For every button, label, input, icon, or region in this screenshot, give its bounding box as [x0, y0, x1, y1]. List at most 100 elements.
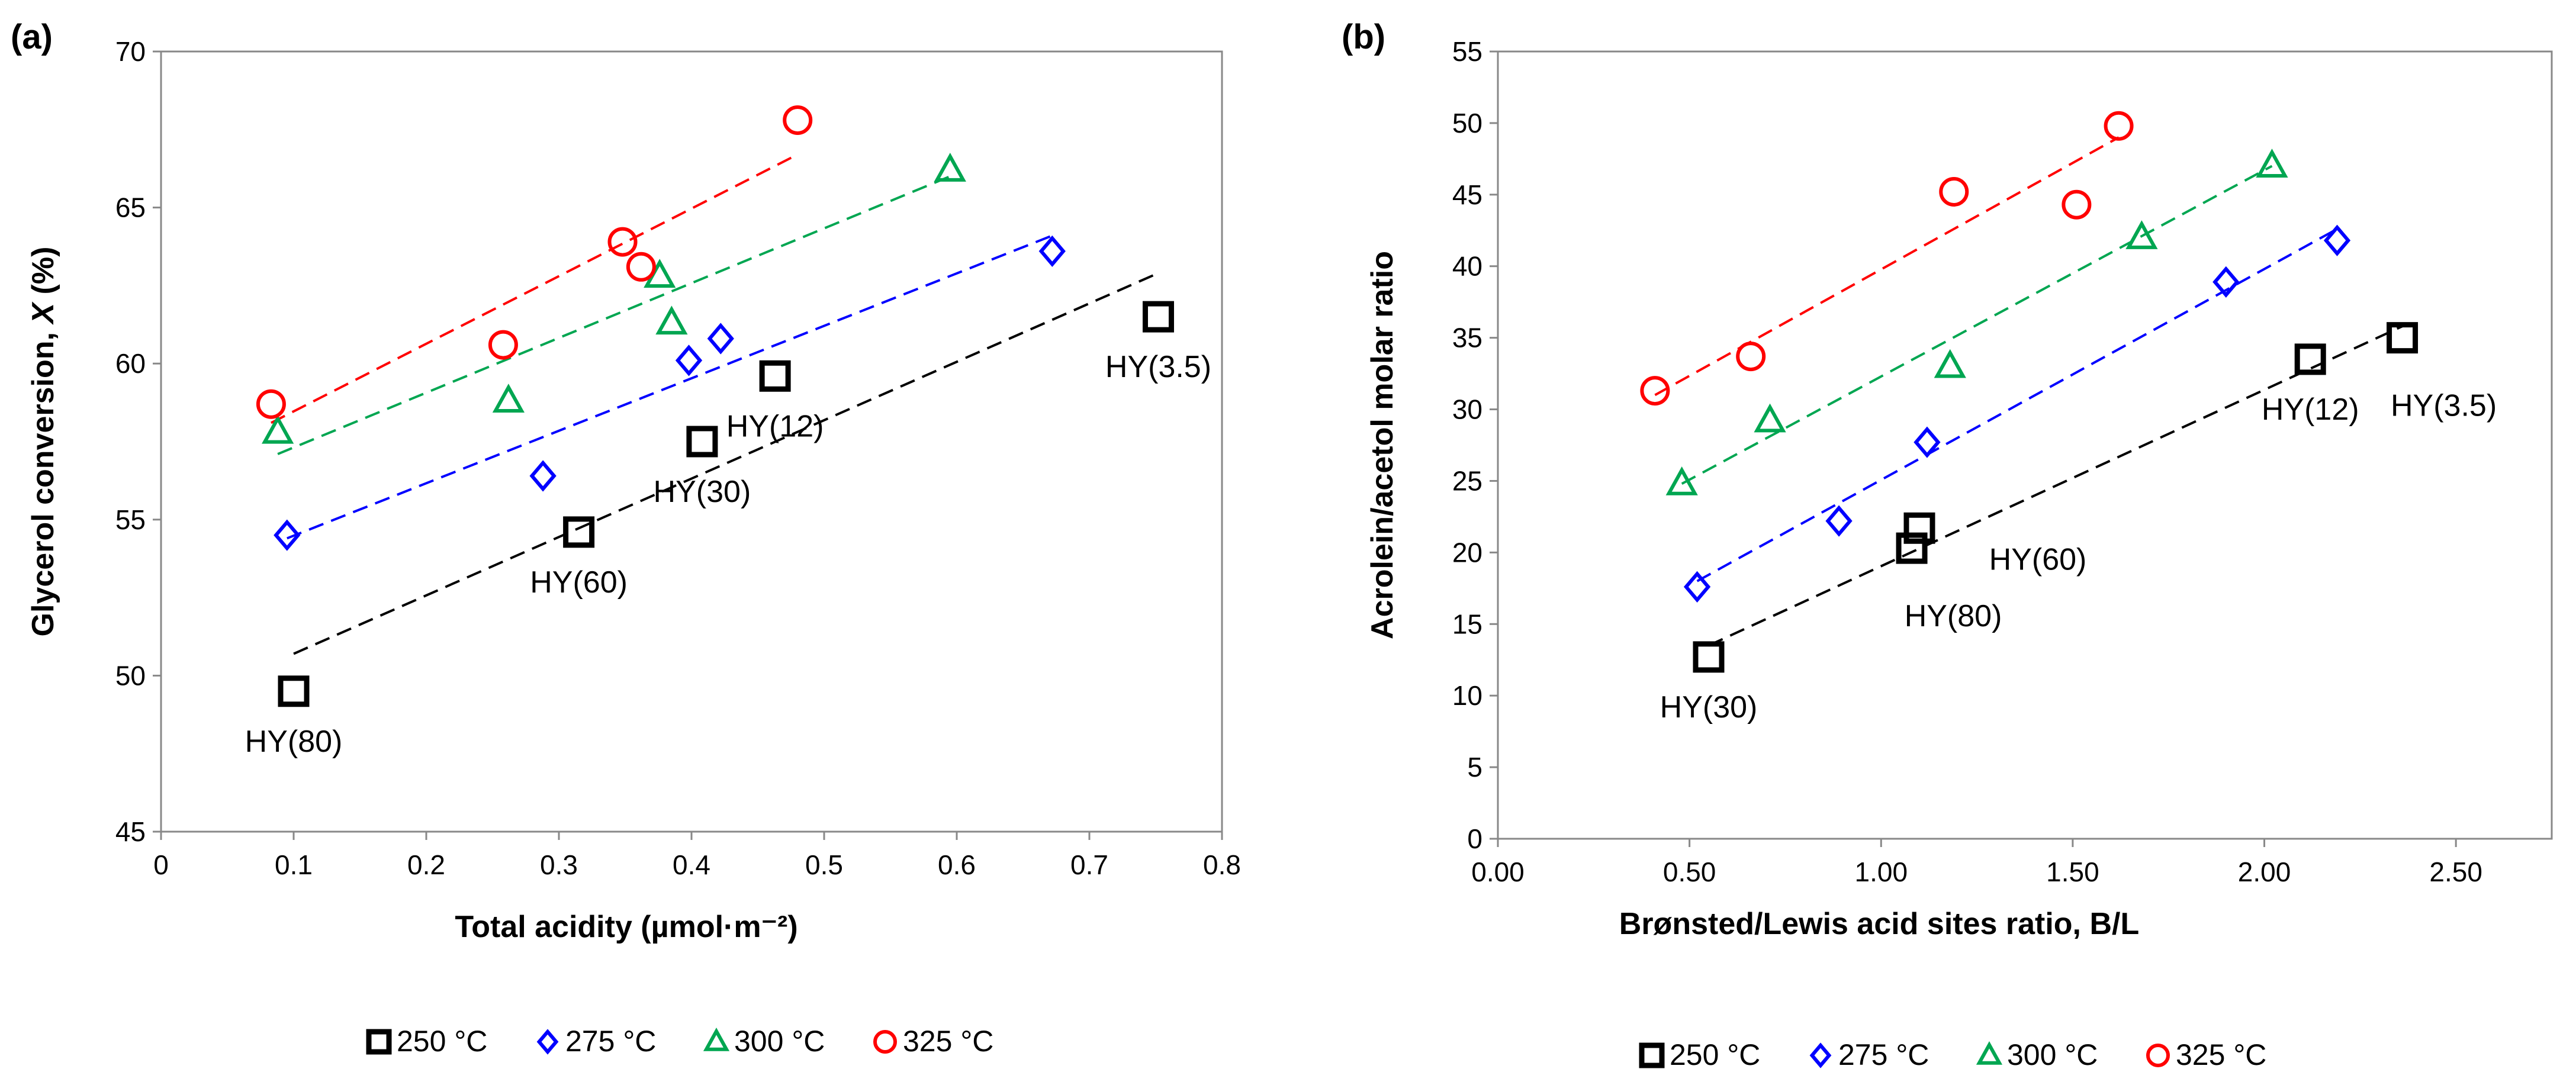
panel-a-y-axis-label-post: (%): [26, 247, 60, 303]
fit-line-300C: [1681, 165, 2273, 485]
data-point-300C: [2256, 149, 2288, 178]
data-point-300C: [934, 153, 966, 182]
data-point-325C: [607, 227, 638, 257]
fit-line-250C: [293, 272, 1159, 655]
panel-b-annotations: HY(30) HY(80) HY(60) HY(12) HY(3.5): [1660, 389, 2497, 725]
y-tick-label: 20: [1452, 537, 1482, 568]
x-tick-label: 0.5: [805, 849, 843, 880]
data-point-275C: [1038, 235, 1066, 268]
annotation-label: HY(60): [1989, 542, 2087, 577]
data-point-250C: [278, 675, 310, 707]
y-tick-label: 65: [115, 192, 146, 223]
legend-marker-250C: [1639, 1042, 1665, 1068]
panel-b-y-ticks: 0 5 10 15 20 25 30 35 40 45 50 55: [1452, 36, 1498, 854]
data-point-250C: [759, 360, 791, 392]
y-tick-label: 30: [1452, 394, 1482, 425]
legend-marker-275C: [536, 1029, 559, 1055]
annotation-label: HY(12): [726, 409, 824, 443]
data-point-325C: [1640, 376, 1670, 406]
data-point-250C: [1693, 641, 1725, 673]
x-tick-label: 0.6: [938, 849, 976, 880]
data-point-300C: [655, 305, 688, 335]
panel-b-fit-lines: [1654, 136, 2403, 647]
panel-a-y-axis-label-pre: Glycerol conversion,: [26, 324, 60, 637]
y-tick-label: 50: [1452, 108, 1482, 139]
y-tick-label: 0: [1467, 823, 1482, 854]
panel-a-y-ticks: 45 50 55 60 65 70: [115, 36, 161, 847]
x-tick-label: 0.7: [1070, 849, 1108, 880]
data-point-275C: [274, 519, 301, 551]
legend-marker-325C: [2146, 1044, 2170, 1067]
fit-line-325C: [271, 153, 799, 424]
data-point-300C: [2125, 220, 2158, 249]
panel-b-x-axis-label: Brønsted/Lewis acid sites ratio, B/L: [1619, 907, 2139, 941]
annotation-label: HY(3.5): [1105, 350, 1211, 384]
annotation-label: HY(30): [654, 475, 751, 509]
data-point-275C: [707, 323, 734, 355]
annotation-label: HY(3.5): [2391, 389, 2497, 423]
legend-label: 325 °C: [2176, 1038, 2266, 1071]
legend-label: 275 °C: [565, 1025, 656, 1058]
data-point-250C: [686, 426, 718, 458]
fit-line-275C: [287, 234, 1053, 540]
data-point-275C: [2323, 224, 2351, 256]
y-tick-label: 60: [115, 348, 146, 379]
data-point-250C: [563, 516, 595, 548]
legend-label: 300 °C: [734, 1025, 825, 1058]
panel-b-plot-frame: [1497, 50, 2553, 840]
panel-a-legend: 250 °C 275 °C 300 °C 325 °C: [366, 1025, 993, 1058]
legend-label: 300 °C: [2007, 1038, 2098, 1071]
annotation-label: HY(12): [2262, 392, 2359, 427]
data-point-325C: [626, 252, 656, 282]
legend-label: 275 °C: [1838, 1038, 1929, 1071]
panel-b-y-axis-label: Acrolein/acetol molar ratio: [1365, 251, 1400, 639]
y-tick-label: 70: [115, 36, 146, 67]
panel-b-x-ticks: 0.00 0.50 1.00 1.50 2.00 2.50: [1471, 839, 2482, 887]
data-point-325C: [1939, 176, 1969, 207]
y-tick-label: 35: [1452, 323, 1482, 353]
panel-a-label: (a): [11, 18, 53, 56]
x-tick-label: 2.50: [2429, 857, 2482, 887]
data-point-325C: [1736, 342, 1766, 372]
data-point-250C: [2294, 343, 2326, 375]
legend-label: 325 °C: [903, 1025, 993, 1058]
fit-line-250C: [1708, 325, 2403, 647]
data-point-275C: [2212, 266, 2240, 298]
y-tick-label: 5: [1467, 752, 1482, 783]
panel-a-annotations: HY(80) HY(60) HY(30) HY(12) HY(3.5): [245, 350, 1211, 759]
x-tick-label: 1.50: [2046, 857, 2099, 887]
panel-a-markers: [256, 105, 1174, 707]
x-tick-label: 2.00: [2238, 857, 2291, 887]
data-point-275C: [1913, 426, 1941, 458]
x-tick-label: 0: [153, 849, 169, 880]
legend-marker-325C: [873, 1030, 897, 1054]
data-point-325C: [2062, 189, 2092, 220]
data-point-300C: [1754, 403, 1786, 433]
data-point-300C: [1934, 349, 1966, 378]
data-point-275C: [1683, 571, 1711, 603]
data-point-275C: [529, 460, 557, 492]
x-tick-label: 1.00: [1855, 857, 1908, 887]
x-tick-label: 0.1: [275, 849, 313, 880]
x-tick-label: 0.4: [673, 849, 710, 880]
x-tick-label: 0.00: [1471, 857, 1525, 887]
x-tick-label: 0.3: [540, 849, 578, 880]
y-tick-label: 10: [1452, 680, 1482, 711]
y-tick-label: 25: [1452, 465, 1482, 496]
y-tick-label: 55: [1452, 36, 1482, 67]
panel-a-x-axis-label: Total acidity (µmol·m⁻²): [455, 910, 797, 944]
y-tick-label: 50: [115, 660, 146, 691]
data-point-325C: [256, 389, 286, 419]
x-tick-label: 0.8: [1203, 849, 1241, 880]
x-tick-label: 0.2: [407, 849, 445, 880]
y-tick-label: 40: [1452, 251, 1482, 282]
annotation-label: HY(30): [1660, 690, 1758, 725]
y-tick-label: 45: [1452, 179, 1482, 210]
y-tick-label: 45: [115, 816, 146, 847]
legend-label: 250 °C: [397, 1025, 487, 1058]
data-point-250C: [1896, 532, 1928, 564]
legend-marker-300C: [1976, 1041, 2003, 1065]
data-point-250C: [1142, 301, 1174, 333]
panel-a-y-axis-label: Glycerol conversion, X (%): [26, 247, 60, 637]
